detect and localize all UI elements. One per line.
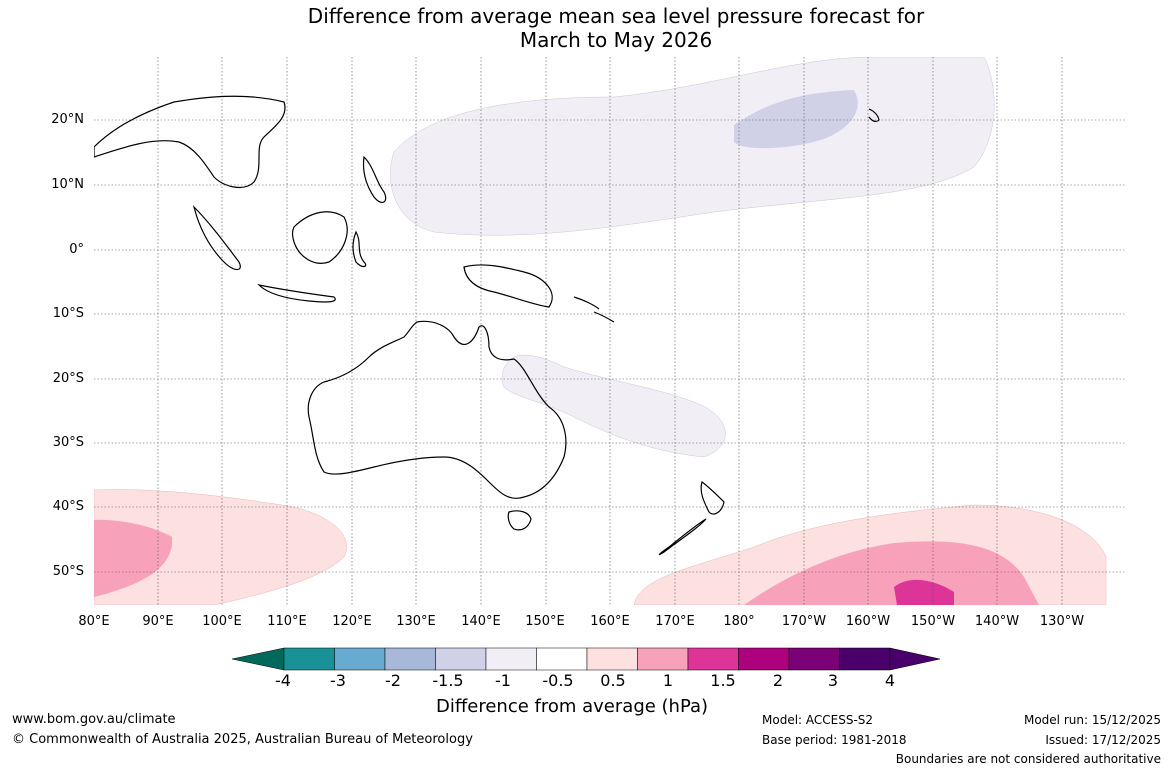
copyright-text: © Commonwealth of Australia 2025, Austra… [12, 732, 473, 747]
lat-label-10n: 10°N [51, 177, 84, 192]
colorbar-cell [536, 647, 588, 671]
lon-label-90e: 90°E [142, 614, 174, 629]
colorbar-cells [283, 647, 891, 671]
new-zealand-north [700, 481, 725, 515]
borneo-coast [291, 211, 348, 264]
sumatra-coast [192, 205, 241, 271]
colorbar-tick: 1.5 [710, 671, 736, 690]
chart-title: Difference from average mean sea level p… [0, 4, 1173, 52]
lon-label-140w: 140°W [974, 614, 1020, 629]
base-period-text: Base period: 1981-2018 [762, 733, 907, 747]
java-coast [257, 284, 336, 303]
lon-label-150e: 150°E [525, 614, 565, 629]
colorbar-cell [334, 647, 386, 671]
lat-label-10s: 10°S [52, 306, 84, 321]
colorbar-tick: -1 [495, 671, 511, 690]
colorbar-tick: 3 [827, 671, 839, 690]
lon-label-170w: 170°W [781, 614, 827, 629]
lon-label-130e: 130°E [396, 614, 436, 629]
colorbar-cell [839, 647, 891, 671]
australia-coast [307, 320, 567, 499]
colorbar-max-arrow [889, 647, 940, 671]
graticule [94, 57, 1126, 605]
lat-label-40s: 40°S [52, 499, 84, 514]
anomaly-south-indian-mid [94, 519, 173, 597]
coastlines [94, 95, 880, 556]
colorbar-cell [788, 647, 840, 671]
colorbar-cell [485, 647, 537, 671]
lon-label-140e: 140°E [461, 614, 501, 629]
sulawesi-coast [352, 230, 367, 268]
title-line-1: Difference from average mean sea level p… [307, 4, 925, 28]
colorbar-title: Difference from average (hPa) [436, 696, 709, 717]
model-text: Model: ACCESS-S2 [762, 713, 874, 727]
lon-label-120e: 120°E [332, 614, 372, 629]
colorbar-cell [586, 647, 638, 671]
issued-text: Issued: 17/12/2025 [1045, 733, 1161, 747]
lat-label-30s: 30°S [52, 435, 84, 450]
colorbar-cell [738, 647, 790, 671]
new-zealand-south [658, 518, 707, 556]
colorbar-tick: -1.5 [432, 671, 464, 690]
colorbar-tick: -2 [385, 671, 401, 690]
title-line-2: March to May 2026 [519, 28, 713, 52]
solomon-islands [573, 296, 615, 323]
map-panel [94, 57, 1126, 605]
website-link[interactable]: www.bom.gov.au/climate [12, 712, 176, 727]
lon-label-80e: 80°E [78, 614, 110, 629]
lon-label-100e: 100°E [202, 614, 242, 629]
colorbar-tick: 4 [884, 671, 896, 690]
colorbar-tick: -0.5 [542, 671, 574, 690]
anomaly-south-indian-light [94, 489, 347, 605]
lat-label-50s: 50°S [52, 564, 84, 579]
colorbar-tick: 2 [772, 671, 784, 690]
colorbar-cell [687, 647, 739, 671]
hawaii [868, 108, 880, 123]
lat-label-20s: 20°S [52, 371, 84, 386]
anomaly-coral-sea [501, 354, 726, 458]
anomaly-north-pacific-mid [734, 90, 858, 149]
colorbar-tick: -3 [330, 671, 346, 690]
lon-label-150w: 150°W [910, 614, 956, 629]
lat-label-20n: 20°N [51, 112, 84, 127]
lon-label-130w: 130°W [1039, 614, 1085, 629]
colorbar [232, 647, 940, 671]
new-guinea-coast [463, 264, 553, 308]
colorbar-cell [283, 647, 335, 671]
colorbar-min-arrow [232, 647, 285, 671]
disclaimer-text: Boundaries are not considered authoritat… [895, 752, 1161, 766]
se-asia-coast [94, 95, 286, 189]
colorbar-cell [435, 647, 487, 671]
colorbar-cell [384, 647, 436, 671]
colorbar-tick: -4 [275, 671, 291, 690]
tasmania-coast [507, 510, 532, 531]
lon-label-170e: 170°E [655, 614, 695, 629]
anomaly-south-pacific-mid [744, 541, 1039, 605]
anomaly-south-pacific-high [894, 579, 954, 605]
lon-label-160w: 160°W [845, 614, 891, 629]
lon-label-110e: 110°E [267, 614, 307, 629]
lon-label-160e: 160°E [590, 614, 630, 629]
lon-label-180: 180° [723, 614, 755, 629]
model-run-text: Model run: 15/12/2025 [1023, 713, 1161, 727]
map-canvas [94, 57, 1126, 605]
colorbar-tick: 1 [662, 671, 674, 690]
colorbar-cell [637, 647, 689, 671]
colorbar-tick: 0.5 [600, 671, 626, 690]
lat-label-0: 0° [69, 242, 84, 257]
philippines-coast [362, 155, 387, 204]
